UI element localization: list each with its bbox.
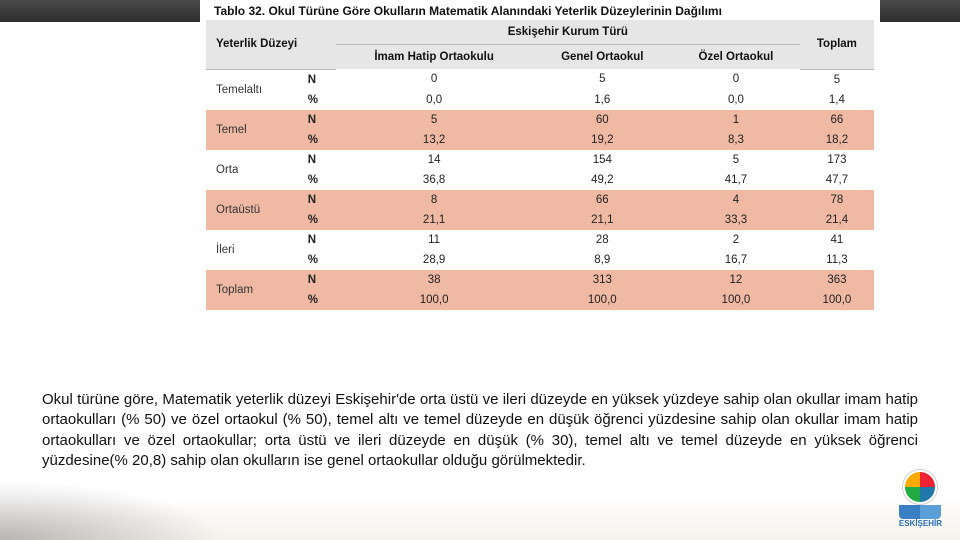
cell: 0	[336, 69, 533, 90]
cell: 47,7	[800, 170, 874, 190]
table-caption: Tablo 32. Okul Türüne Göre Okulların Mat…	[206, 0, 874, 20]
cell: 78	[800, 190, 874, 210]
cell: 60	[533, 110, 673, 130]
cell: 8,3	[672, 130, 800, 150]
logo-icon	[903, 470, 937, 504]
cell: 41,7	[672, 170, 800, 190]
cell: 28	[533, 230, 673, 250]
cell: 21,1	[336, 210, 533, 230]
cell: 5	[800, 69, 874, 90]
cell: 49,2	[533, 170, 673, 190]
table-body: TemelaltıN0505%0,01,60,01,4TemelN560166%…	[206, 69, 874, 310]
cell: 1,4	[800, 90, 874, 110]
book-icon	[899, 505, 941, 519]
cell: 363	[800, 270, 874, 290]
metric-n: N	[302, 270, 336, 290]
cell: 13,2	[336, 130, 533, 150]
cell: 0	[672, 69, 800, 90]
cell: 0,0	[672, 90, 800, 110]
cell: 33,3	[672, 210, 800, 230]
metric-n: N	[302, 150, 336, 170]
data-table: Yeterlik Düzeyi Eskişehir Kurum Türü Top…	[206, 20, 874, 310]
cell: 21,4	[800, 210, 874, 230]
cell: 1	[672, 110, 800, 130]
logo: ESKİŞEHİR	[899, 470, 942, 528]
description-box: Okul türüne göre, Matematik yeterlik düz…	[30, 380, 930, 481]
cell: 16,7	[672, 250, 800, 270]
metric-pct: %	[302, 130, 336, 150]
cell: 154	[533, 150, 673, 170]
metric-n: N	[302, 230, 336, 250]
cell: 66	[800, 110, 874, 130]
cell: 100,0	[533, 290, 673, 310]
cell: 11,3	[800, 250, 874, 270]
cell: 41	[800, 230, 874, 250]
cell: 0,0	[336, 90, 533, 110]
cell: 8	[336, 190, 533, 210]
header-col-0: İmam Hatip Ortaokulu	[336, 45, 533, 70]
cell: 14	[336, 150, 533, 170]
cell: 1,6	[533, 90, 673, 110]
table-container: Tablo 32. Okul Türüne Göre Okulların Mat…	[200, 0, 880, 316]
cell: 2	[672, 230, 800, 250]
cell: 100,0	[800, 290, 874, 310]
row-label: İleri	[206, 230, 302, 270]
logo-text: ESKİŞEHİR	[899, 519, 942, 528]
cell: 5	[672, 150, 800, 170]
row-label: Ortaüstü	[206, 190, 302, 230]
metric-n: N	[302, 69, 336, 90]
cell: 12	[672, 270, 800, 290]
cell: 313	[533, 270, 673, 290]
cell: 21,1	[533, 210, 673, 230]
header-col-2: Özel Ortaokul	[672, 45, 800, 70]
metric-pct: %	[302, 250, 336, 270]
cell: 11	[336, 230, 533, 250]
metric-pct: %	[302, 90, 336, 110]
metric-n: N	[302, 110, 336, 130]
table-header: Yeterlik Düzeyi Eskişehir Kurum Türü Top…	[206, 20, 874, 69]
header-left: Yeterlik Düzeyi	[206, 20, 336, 69]
header-total: Toplam	[800, 20, 874, 69]
header-group: Eskişehir Kurum Türü	[336, 20, 800, 45]
metric-pct: %	[302, 290, 336, 310]
row-label: Temel	[206, 110, 302, 150]
cell: 66	[533, 190, 673, 210]
cell: 4	[672, 190, 800, 210]
cell: 36,8	[336, 170, 533, 190]
cell: 173	[800, 150, 874, 170]
row-label: Toplam	[206, 270, 302, 310]
row-label: Temelaltı	[206, 69, 302, 110]
cell: 5	[533, 69, 673, 90]
cell: 38	[336, 270, 533, 290]
metric-pct: %	[302, 170, 336, 190]
header-col-1: Genel Ortaokul	[533, 45, 673, 70]
cell: 19,2	[533, 130, 673, 150]
metric-n: N	[302, 190, 336, 210]
cell: 100,0	[672, 290, 800, 310]
cell: 100,0	[336, 290, 533, 310]
cell: 28,9	[336, 250, 533, 270]
row-label: Orta	[206, 150, 302, 190]
cell: 18,2	[800, 130, 874, 150]
cell: 5	[336, 110, 533, 130]
cell: 8,9	[533, 250, 673, 270]
metric-pct: %	[302, 210, 336, 230]
